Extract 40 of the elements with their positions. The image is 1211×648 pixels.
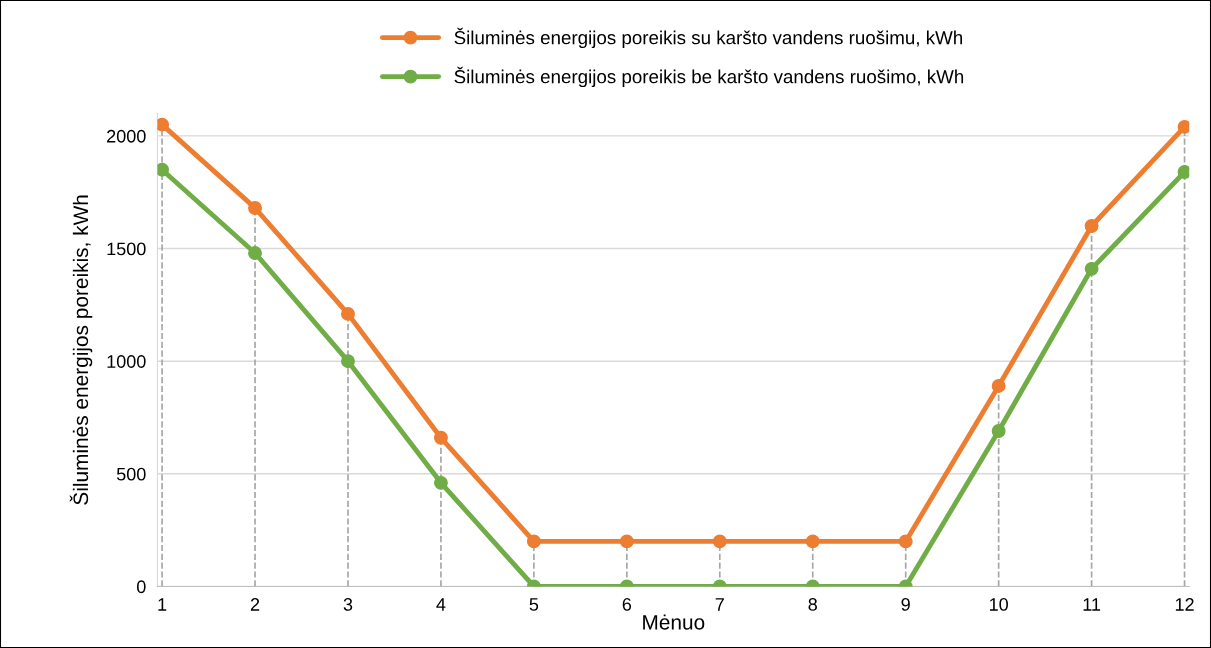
y-tick-label: 500 [116,467,146,481]
y-tick-label: 2000 [107,129,146,143]
point [805,534,820,549]
point [248,246,262,261]
x-tick-label: 12 [1175,598,1194,611]
x-axis-title: Mėnuo [643,614,705,630]
y-tick-label: 0 [136,580,146,594]
x-tick-label: 7 [715,598,724,611]
x-tick-label: 8 [808,598,817,611]
point [712,534,727,549]
x-tick-label: 2 [250,598,260,611]
x-tick-label: 1 [158,598,167,611]
point [526,534,541,549]
legend-label: Šiluminės energijos poreikis be karšto vandens ruošimo, kWh [454,66,964,88]
point [157,162,170,177]
point [433,475,448,490]
point [1177,165,1190,179]
point [341,306,355,321]
point [1177,119,1190,134]
point [898,534,913,549]
point [1084,219,1099,233]
point [991,424,1006,438]
x-tick-label: 4 [436,598,446,611]
point [157,117,170,132]
y-tick-label: 1500 [107,242,146,256]
point [341,354,355,369]
x-tick-label: 3 [343,598,353,611]
point [619,534,634,549]
x-tick-label: 10 [989,598,1008,611]
y-tick-label: 1000 [107,355,146,368]
point [248,201,262,215]
legend-label: Šiluminės energijos poreikis su karšto vandens ruošimu, kWh [454,27,963,49]
x-tick-label: 11 [1083,598,1101,611]
x-tick-label: 9 [901,598,910,611]
x-tick-label: 6 [622,598,632,611]
x-tick-label: 5 [529,598,539,611]
point [991,379,1006,393]
point [433,430,448,445]
y-axis-title: Šiluminės energijos poreikis, kWh [69,195,93,505]
point [1084,261,1099,276]
